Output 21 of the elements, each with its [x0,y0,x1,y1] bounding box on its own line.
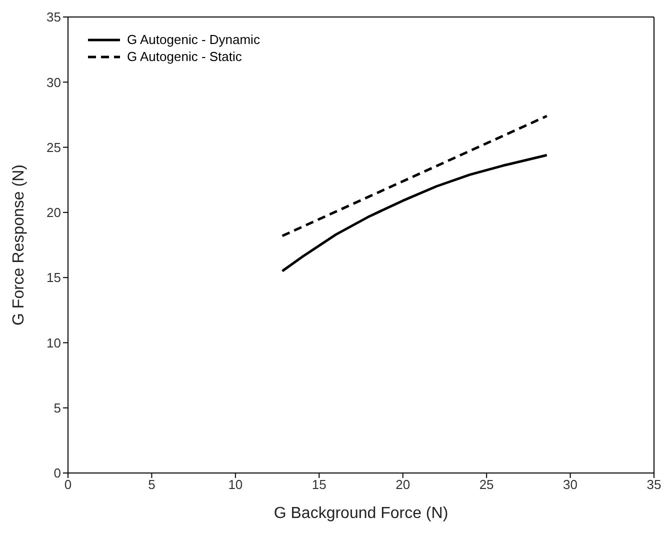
y-tick-label: 30 [46,74,61,90]
x-tick-label: 0 [64,477,72,492]
y-tick-label: 25 [46,140,61,155]
y-tick-label: 10 [46,335,61,350]
x-tick-label: 30 [563,477,578,492]
legend-label: G Autogenic - Static [127,49,242,64]
x-tick-label: 5 [148,477,156,492]
x-tick-label: 35 [646,477,662,492]
y-tick-label: 15 [46,270,61,286]
x-tick-label: 25 [479,477,494,492]
y-tick-label: 20 [46,205,61,220]
x-axis-title: G Background Force (N) [274,505,448,522]
y-tick-label: 5 [54,400,61,416]
x-tick-label: 10 [228,477,243,492]
legend-label: G Autogenic - Dynamic [127,32,260,47]
x-tick-label: 20 [396,477,410,492]
y-tick-label: 0 [54,466,61,481]
line-series [281,154,548,272]
y-tick-label: 35 [46,10,61,25]
y-axis-title: G Force Response (N) [10,164,28,326]
x-tick-label: 15 [312,477,326,492]
